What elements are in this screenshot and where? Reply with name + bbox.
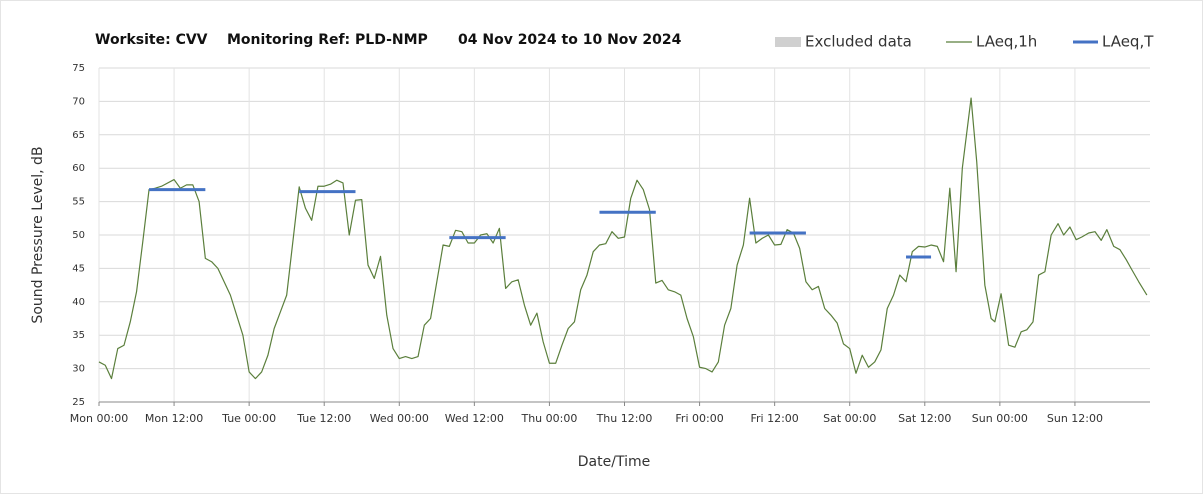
x-tick-label: Mon 00:00: [70, 412, 128, 425]
x-tick-label: Tue 00:00: [221, 412, 276, 425]
x-tick-label: Sat 12:00: [898, 412, 951, 425]
y-tick-label: 50: [72, 230, 85, 241]
y-tick-label: 65: [72, 130, 85, 141]
y-tick-label: 55: [72, 197, 85, 208]
legend-swatch: [775, 37, 801, 47]
x-tick-label: Thu 12:00: [596, 412, 653, 425]
x-tick-label: Fri 00:00: [675, 412, 723, 425]
y-axis-label: Sound Pressure Level, dB: [30, 146, 46, 323]
chart-title: Worksite: CVV: [95, 32, 208, 48]
x-tick-label: Tue 12:00: [296, 412, 351, 425]
y-tick-label: 60: [72, 163, 85, 174]
legend-label: Excluded data: [805, 33, 912, 51]
chart-title: Monitoring Ref: PLD-NMP: [227, 32, 428, 48]
y-tick-label: 45: [72, 263, 85, 274]
x-tick-label: Thu 00:00: [520, 412, 577, 425]
x-tick-label: Mon 12:00: [145, 412, 203, 425]
y-tick-label: 75: [72, 63, 85, 74]
x-tick-label: Wed 12:00: [445, 412, 504, 425]
y-tick-label: 35: [72, 330, 85, 341]
x-tick-label: Sun 00:00: [972, 412, 1028, 425]
data-line: [98, 97, 1148, 380]
chart-title: 04 Nov 2024 to 10 Nov 2024: [458, 32, 682, 48]
y-tick-label: 40: [72, 297, 85, 308]
y-tick-label: 25: [72, 397, 85, 408]
x-tick-label: Fri 12:00: [750, 412, 798, 425]
y-tick-label: 70: [72, 96, 85, 107]
x-tick-label: Sun 12:00: [1047, 412, 1103, 425]
legend-label: LAeq,T: [1102, 33, 1154, 51]
legend-label: LAeq,1h: [976, 33, 1037, 51]
x-tick-label: Sat 00:00: [823, 412, 876, 425]
x-axis-label: Date/Time: [578, 454, 650, 470]
y-tick-label: 30: [72, 364, 85, 375]
x-tick-label: Wed 00:00: [370, 412, 429, 425]
